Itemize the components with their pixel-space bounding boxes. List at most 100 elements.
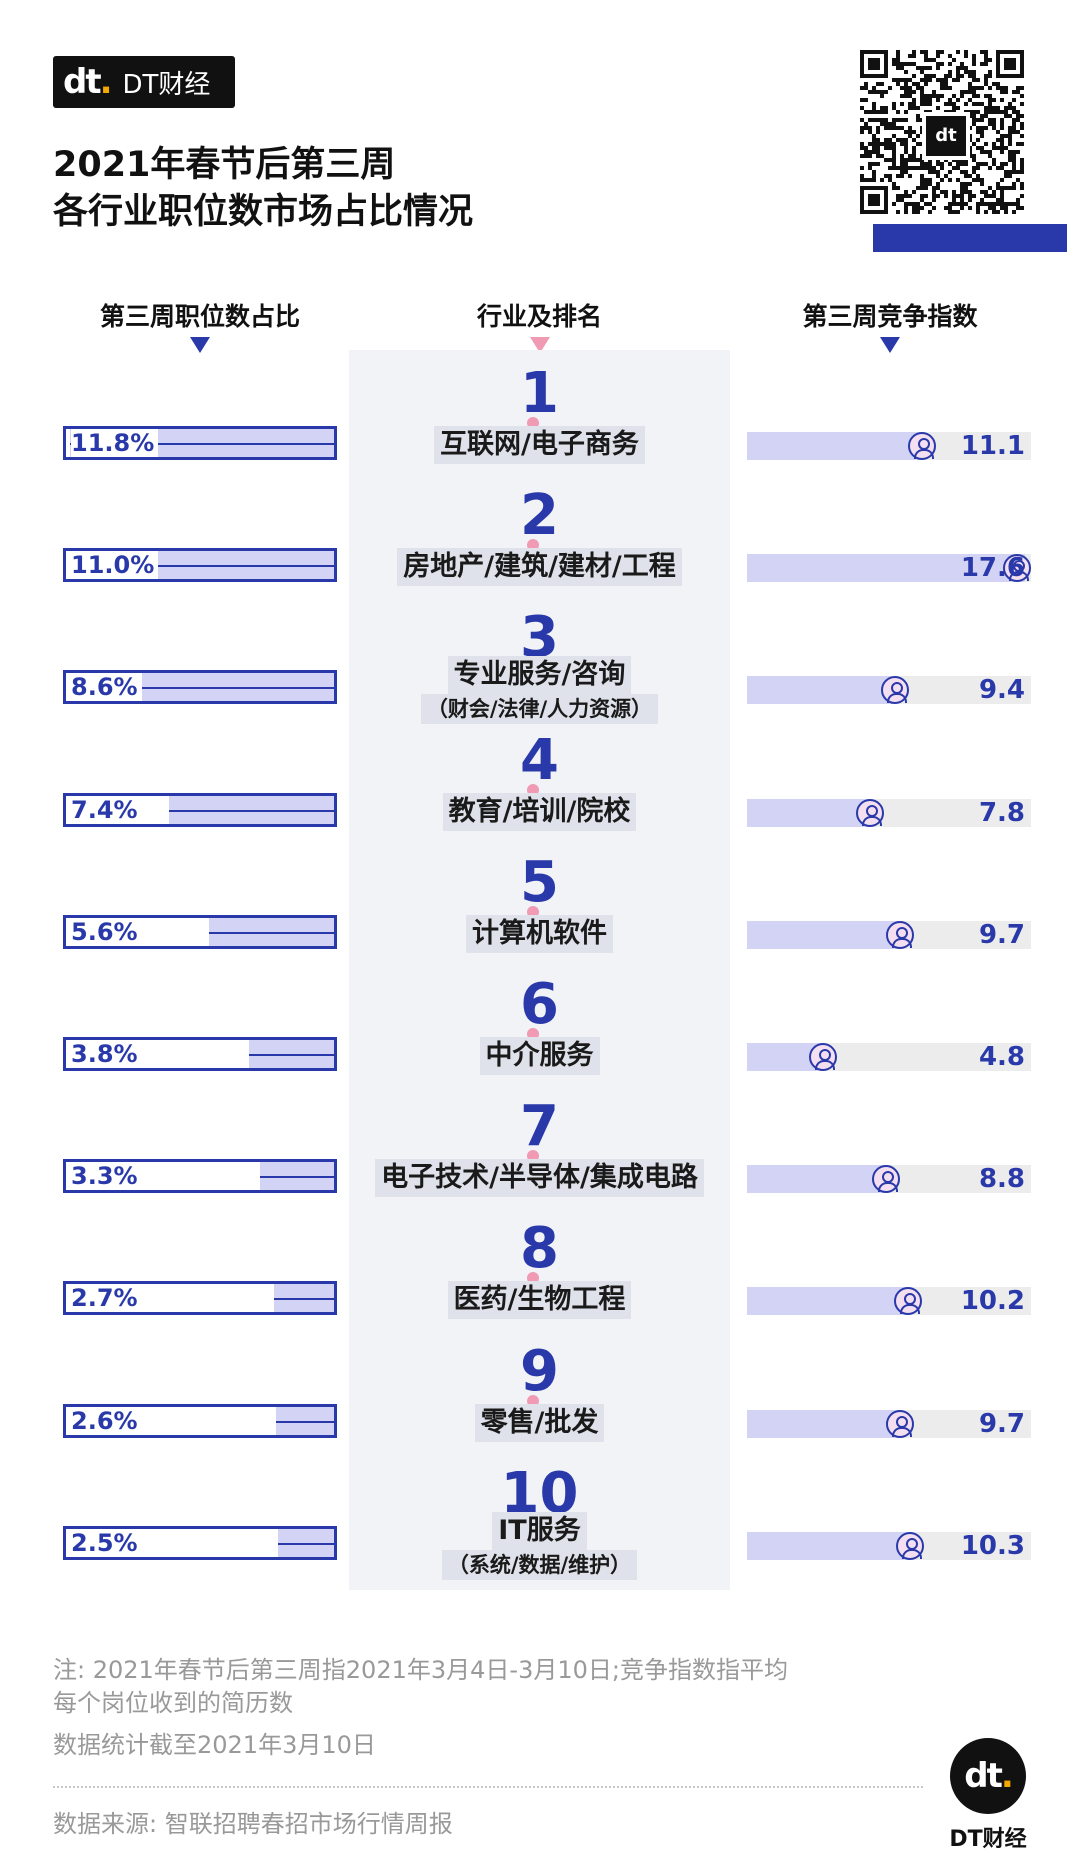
share-label: 7.4% — [71, 796, 142, 824]
industry-label: 医药/生物工程 — [349, 1281, 730, 1319]
index-value: 8.8 — [978, 1164, 1025, 1194]
industry-subtitle: （财会/法律/人力资源） — [420, 694, 659, 724]
title-line-1: 2021年春节后第三周 — [53, 145, 396, 185]
brand-logo-mark: dt. — [63, 62, 113, 102]
person-icon — [1003, 554, 1031, 582]
share-bar-line — [70, 443, 334, 445]
column-header-share: 第三周职位数占比 — [63, 297, 337, 353]
page-title: 2021年春节后第三周 各行业职位数市场占比情况 — [53, 142, 473, 236]
down-triangle-icon — [190, 337, 210, 353]
index-value: 9.7 — [978, 920, 1025, 950]
qr-accent-bar — [873, 224, 1067, 252]
industry-label: 计算机软件 — [349, 915, 730, 953]
share-label: 3.8% — [71, 1040, 142, 1068]
index-bar-fill — [747, 1532, 910, 1560]
industry-name: 房地产/建筑/建材/工程 — [397, 548, 682, 586]
industry-label: IT服务 （系统/数据/维护） — [349, 1512, 730, 1580]
share-bar-line — [88, 565, 334, 567]
index-bar — [747, 1043, 1031, 1071]
person-icon — [886, 921, 914, 949]
share-label: 2.5% — [71, 1529, 142, 1557]
industry-name: IT服务 — [492, 1512, 587, 1550]
person-icon — [894, 1287, 922, 1315]
index-bar — [747, 432, 1031, 460]
down-triangle-icon — [529, 337, 550, 353]
index-value: 11.1 — [960, 431, 1025, 461]
industry-subtitle: （系统/数据/维护） — [441, 1550, 638, 1580]
column-header-share-label: 第三周职位数占比 — [99, 302, 300, 331]
person-icon — [896, 1532, 924, 1560]
share-bar: 2.7% — [63, 1281, 337, 1315]
industry-label: 电子技术/半导体/集成电路 — [349, 1159, 730, 1197]
rank-number: 6 — [520, 972, 559, 1037]
qr-center-logo: dt — [922, 112, 970, 160]
rank-number: 2 — [520, 483, 559, 548]
index-value: 10.2 — [960, 1286, 1025, 1316]
share-bar-line — [276, 1421, 334, 1423]
index-value: 10.3 — [960, 1531, 1025, 1561]
share-label: 11.0% — [71, 551, 159, 579]
industry-label: 教育/培训/院校 — [349, 793, 730, 831]
index-bar — [747, 554, 1031, 582]
rank-number: 8 — [520, 1216, 559, 1281]
share-label: 2.7% — [71, 1284, 142, 1312]
index-bar-fill — [747, 1410, 900, 1438]
share-bar-line — [169, 810, 334, 812]
share-label: 5.6% — [71, 918, 142, 946]
column-header-industry-label: 行业及排名 — [476, 302, 602, 331]
share-bar: 3.3% — [63, 1159, 337, 1193]
share-label: 11.8% — [71, 429, 159, 457]
column-header-index: 第三周竞争指数 — [760, 297, 1020, 353]
share-bar-line — [249, 1054, 334, 1056]
qr-code-icon: dt — [860, 50, 1024, 214]
index-bar — [747, 1287, 1031, 1315]
industry-name: 零售/批发 — [474, 1404, 605, 1442]
share-label: 3.3% — [71, 1162, 142, 1190]
column-header-industry: 行业及排名 — [349, 297, 730, 353]
footnote-line-3: 数据统计截至2021年3月10日 — [53, 1731, 376, 1759]
index-value: 9.7 — [978, 1409, 1025, 1439]
industry-label: 互联网/电子商务 — [349, 426, 730, 464]
rank-number: 1 — [520, 361, 559, 426]
person-icon — [809, 1043, 837, 1071]
share-bar-line — [209, 932, 334, 934]
footnote-line-1: 注: 2021年春节后第三周指2021年3月4日-3月10日;竞争指数指平均 — [53, 1656, 788, 1684]
person-icon — [881, 676, 909, 704]
industry-label: 房地产/建筑/建材/工程 — [349, 548, 730, 586]
rank-number: 5 — [520, 850, 559, 915]
industry-label: 专业服务/咨询 （财会/法律/人力资源） — [349, 656, 730, 724]
index-value: 9.4 — [978, 675, 1025, 705]
brand-logo: dt. DT财经 — [53, 56, 235, 108]
share-bar: 5.6% — [63, 915, 337, 949]
footer-brand-name: DT财经 — [949, 1827, 1027, 1852]
share-bar: 11.8% — [63, 426, 337, 460]
industry-name: 教育/培训/院校 — [442, 793, 637, 831]
rank-number: 4 — [520, 728, 559, 793]
index-bar-fill — [747, 1165, 886, 1193]
share-bar-line — [278, 1543, 334, 1545]
share-label: 2.6% — [71, 1407, 142, 1435]
person-icon — [856, 799, 884, 827]
share-bar: 3.8% — [63, 1037, 337, 1071]
person-icon — [872, 1165, 900, 1193]
index-bar-fill — [747, 676, 895, 704]
index-value: 17.6 — [960, 553, 1025, 583]
footnote-line-2: 每个岗位收到的简历数 — [53, 1689, 293, 1717]
share-bar: 11.0% — [63, 548, 337, 582]
industry-name: 专业服务/咨询 — [447, 656, 632, 694]
index-bar-fill — [747, 432, 922, 460]
footer-divider — [53, 1786, 923, 1788]
industry-label: 中介服务 — [349, 1037, 730, 1075]
person-icon — [886, 1410, 914, 1438]
industry-name: 计算机软件 — [466, 915, 613, 953]
index-bar-fill — [747, 554, 1025, 582]
index-bar-fill — [747, 921, 900, 949]
footer-brand-logo: dt. — [950, 1738, 1026, 1814]
industry-name: 医药/生物工程 — [447, 1281, 632, 1319]
share-bar-line — [142, 687, 334, 689]
brand-name: DT财经 — [122, 69, 211, 100]
industry-name: 中介服务 — [479, 1037, 600, 1075]
column-header-index-label: 第三周竞争指数 — [802, 302, 978, 331]
data-source: 数据来源: 智联招聘春招市场行情周报 — [53, 1810, 453, 1838]
index-bar-fill — [747, 1287, 908, 1315]
